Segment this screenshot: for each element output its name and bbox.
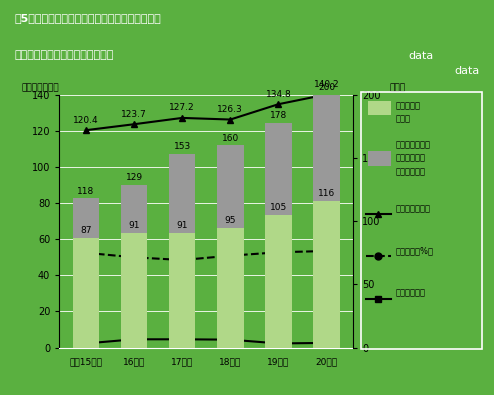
Text: »: »: [463, 16, 479, 40]
Text: 給与比率（%）: 給与比率（%）: [396, 246, 434, 256]
Text: data: data: [409, 51, 434, 62]
Text: 全医師数（人）: 全医師数（人）: [396, 141, 431, 150]
Bar: [368, 101, 391, 115]
Text: 収益（億円）: 収益（億円）: [396, 289, 426, 298]
Text: 52.8: 52.8: [268, 238, 288, 247]
Text: 2.6: 2.6: [320, 328, 334, 337]
Text: data: data: [454, 66, 479, 77]
Text: 95: 95: [225, 216, 236, 225]
Text: 129: 129: [125, 173, 143, 182]
Text: レジデント・: レジデント・: [396, 154, 426, 163]
Bar: [265, 215, 291, 348]
Bar: [169, 233, 196, 348]
Text: 4.6: 4.6: [175, 325, 189, 334]
Text: 105: 105: [270, 203, 287, 212]
Text: 178: 178: [270, 111, 287, 120]
Bar: [265, 122, 291, 348]
Bar: [73, 238, 99, 348]
Text: 87: 87: [80, 226, 91, 235]
Bar: [121, 233, 147, 348]
Text: 図5　大阪厉生年金病院　全医師数の増加状況と: 図5 大阪厉生年金病院 全医師数の増加状況と: [15, 13, 162, 23]
Bar: [368, 151, 391, 166]
Text: 52.5: 52.5: [76, 238, 96, 247]
Bar: [217, 145, 244, 348]
Text: »: »: [463, 45, 479, 69]
Text: 91: 91: [128, 221, 140, 230]
Text: 91: 91: [176, 221, 188, 230]
Text: 127.2: 127.2: [169, 103, 195, 112]
Text: 53.5: 53.5: [317, 237, 337, 245]
Text: 153: 153: [173, 143, 191, 151]
Text: 研修医を含む: 研修医を含む: [396, 167, 426, 176]
Text: 140.2: 140.2: [314, 80, 339, 89]
Text: 50.9: 50.9: [220, 241, 241, 250]
Text: 116: 116: [318, 189, 335, 198]
Text: 50.0: 50.0: [124, 243, 144, 252]
Text: 134.8: 134.8: [266, 90, 291, 99]
Text: 48.5: 48.5: [172, 245, 192, 254]
Text: 123.7: 123.7: [121, 110, 147, 118]
Text: 純利益（億円）: 純利益（億円）: [396, 204, 431, 213]
Text: 2.3: 2.3: [79, 329, 93, 338]
Text: （人）: （人）: [390, 83, 406, 92]
Bar: [217, 228, 244, 348]
Text: 2.3: 2.3: [271, 329, 286, 338]
Text: 200: 200: [318, 83, 335, 92]
Text: 4.6: 4.6: [127, 325, 141, 334]
Bar: [313, 201, 340, 348]
Bar: [313, 95, 340, 348]
Text: （人）: （人）: [396, 114, 411, 123]
Text: 126.3: 126.3: [217, 105, 243, 114]
Bar: [121, 184, 147, 348]
Text: 常勤医師数: 常勤医師数: [396, 101, 421, 110]
Text: 4.4: 4.4: [223, 325, 238, 334]
Text: 118: 118: [77, 187, 94, 196]
Text: 120.4: 120.4: [73, 116, 99, 125]
Text: 医療収益・純利益・給与比率状況: 医療収益・純利益・給与比率状況: [15, 51, 114, 60]
Bar: [73, 198, 99, 348]
Text: 160: 160: [222, 134, 239, 143]
Text: （億円）（％）: （億円）（％）: [21, 83, 59, 92]
Bar: [169, 154, 196, 348]
